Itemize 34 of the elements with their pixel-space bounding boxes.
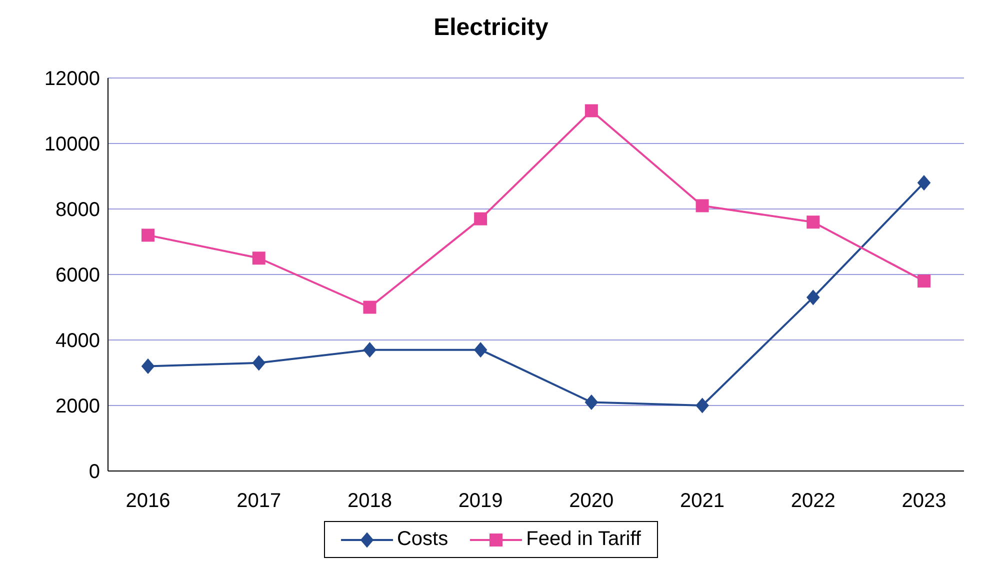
point	[142, 358, 154, 374]
x-tick-label: 2019	[458, 490, 503, 512]
point	[584, 394, 598, 410]
point	[806, 216, 820, 229]
point	[696, 398, 709, 413]
y-tick-label: 12000	[44, 68, 100, 90]
y-tick-label: 6000	[56, 264, 100, 287]
point	[252, 355, 266, 370]
y-tick-label: 8000	[56, 199, 100, 222]
x-tick-label: 2022	[790, 490, 836, 512]
legend-label: Costs	[396, 528, 448, 551]
point	[696, 199, 709, 212]
point	[363, 300, 376, 314]
point	[363, 342, 376, 358]
legend-label: Feed in Tariff	[526, 528, 641, 551]
point	[918, 175, 930, 190]
point	[806, 290, 820, 305]
point	[474, 212, 488, 226]
x-tick-label: 2016	[126, 490, 170, 512]
point	[918, 274, 930, 288]
x-tick-label: 2023	[902, 490, 946, 512]
point	[252, 252, 266, 265]
chart-title: Electricity	[432, 13, 550, 43]
y-tick-label: 4000	[56, 330, 100, 352]
point	[584, 104, 598, 118]
x-tick-label: 2017	[236, 490, 282, 512]
x-tick-label: 2020	[569, 490, 614, 512]
x-tick-label: 2021	[680, 490, 725, 512]
y-tick-label: 10000	[44, 134, 100, 156]
y-tick-label: 0	[88, 461, 100, 484]
point	[474, 342, 488, 358]
point	[142, 228, 154, 242]
x-tick-label: 2018	[347, 490, 392, 512]
y-tick-label: 2000	[56, 396, 100, 418]
